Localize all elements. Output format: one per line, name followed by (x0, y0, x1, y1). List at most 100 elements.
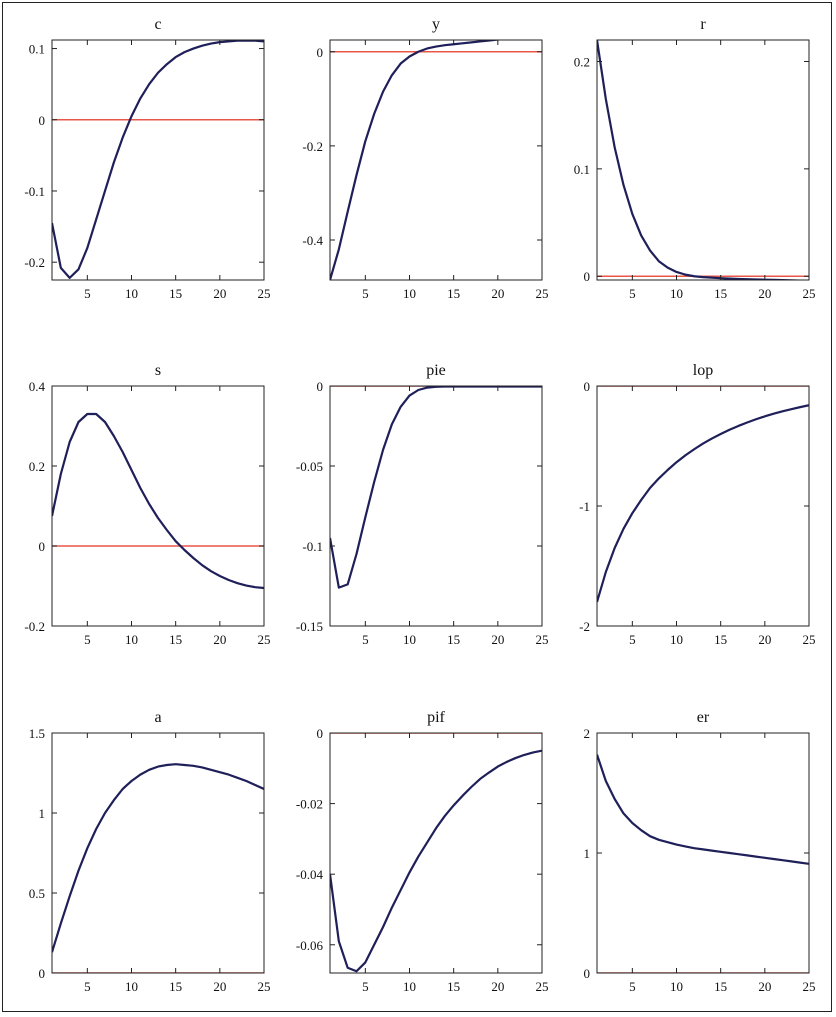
axes-box (51, 39, 265, 281)
y-tick-label: 1 (39, 806, 46, 821)
y-tick-label: 0 (584, 966, 591, 981)
x-tick-label: 15 (714, 632, 727, 647)
x-tick-label: 10 (125, 632, 138, 647)
panel-title: r (700, 16, 706, 33)
x-tick-label: 20 (491, 632, 504, 647)
x-tick-label: 25 (258, 632, 271, 647)
x-tick-label: 10 (403, 632, 416, 647)
x-tick-label: 5 (362, 286, 369, 301)
response-line (330, 386, 542, 589)
x-tick-label: 5 (362, 632, 369, 647)
x-tick-label: 25 (536, 979, 549, 994)
response-line (597, 404, 809, 603)
y-tick-label: 0.5 (29, 886, 45, 901)
x-tick-label: 5 (84, 979, 91, 994)
response-line (330, 40, 504, 280)
axes-box (329, 385, 543, 627)
response-line (52, 40, 264, 279)
response-line (330, 749, 542, 973)
y-tick-label: 0 (39, 966, 46, 981)
panel-title: c (154, 16, 161, 33)
panel-s: s 5 10 15 20 25 -0.2 0 0.2 0.4 (24, 362, 270, 647)
axes-box (51, 732, 265, 974)
x-tick-label: 5 (362, 979, 369, 994)
x-tick-label: 15 (169, 632, 182, 647)
y-tick-label: 0 (39, 113, 46, 128)
panel-title: y (432, 16, 440, 33)
axes-box (596, 732, 810, 974)
y-tick-label: 2 (584, 726, 591, 741)
x-tick-label: 25 (803, 286, 816, 301)
y-tick-label: -1 (579, 499, 590, 514)
y-tick-label: -0.04 (296, 867, 324, 882)
x-tick-label: 10 (125, 286, 138, 301)
x-tick-label: 25 (536, 632, 549, 647)
x-tick-label: 5 (629, 632, 636, 647)
panel-pie: pie 5 10 15 20 25 -0.15 -0.1 -0.05 0 (296, 362, 549, 647)
x-tick-label: 15 (447, 632, 460, 647)
x-tick-label: 10 (670, 632, 683, 647)
panel-title: pie (426, 362, 446, 379)
panel-title: pif (427, 709, 445, 726)
x-tick-label: 10 (403, 979, 416, 994)
y-tick-label: 0 (39, 539, 46, 554)
x-tick-label: 10 (670, 979, 683, 994)
y-tick-label: -0.4 (302, 233, 323, 248)
x-tick-label: 15 (714, 979, 727, 994)
x-tick-label: 25 (803, 979, 816, 994)
y-tick-label: 0.2 (29, 459, 45, 474)
y-tick-label: 0 (317, 726, 324, 741)
panel-title: er (697, 709, 710, 726)
x-tick-label: 5 (629, 286, 636, 301)
y-tick-label: -0.06 (296, 938, 324, 953)
x-tick-label: 25 (258, 979, 271, 994)
x-tick-label: 20 (491, 979, 504, 994)
panel-title: lop (693, 362, 713, 379)
y-tick-label: -0.02 (296, 797, 323, 812)
y-tick-label: 0 (584, 269, 591, 284)
panel-lop: lop 5 10 15 20 25 -2 -1 0 (579, 362, 815, 647)
x-tick-label: 5 (84, 632, 91, 647)
response-line (597, 754, 809, 865)
x-tick-label: 25 (803, 632, 816, 647)
y-tick-label: -0.05 (296, 459, 323, 474)
response-line (52, 763, 264, 953)
y-tick-label: 1 (584, 846, 591, 861)
x-tick-label: 20 (758, 979, 771, 994)
panel-title: a (154, 709, 161, 726)
response-line (52, 412, 264, 590)
x-tick-label: 10 (125, 979, 138, 994)
y-tick-label: 0 (317, 379, 324, 394)
x-tick-label: 15 (714, 286, 727, 301)
x-tick-label: 20 (213, 979, 226, 994)
x-tick-label: 20 (213, 632, 226, 647)
x-tick-label: 15 (169, 979, 182, 994)
y-tick-label: -0.1 (302, 539, 323, 554)
axes-box (596, 39, 810, 281)
panel-c: c 5 10 15 20 25 -0.2 -0.1 0 0.1 (24, 16, 270, 301)
y-tick-label: -0.2 (24, 619, 45, 634)
y-tick-label: 0.1 (574, 162, 590, 177)
axes-box (329, 39, 543, 281)
y-tick-label: 0 (584, 379, 591, 394)
response-line (597, 40, 809, 280)
y-tick-label: 0.4 (29, 379, 46, 394)
panel-r: r 5 10 15 20 25 0 0.1 0.2 (574, 16, 816, 301)
x-tick-label: 15 (169, 286, 182, 301)
x-tick-label: 5 (629, 979, 636, 994)
panel-pif: pif 5 10 15 20 25 -0.06 -0.04 -0.02 0 (296, 709, 549, 994)
axes-box (596, 385, 810, 627)
axes-box (51, 385, 265, 627)
x-tick-label: 20 (213, 286, 226, 301)
panel-title: s (155, 362, 161, 379)
y-tick-label: -0.2 (302, 139, 323, 154)
x-tick-label: 15 (447, 979, 460, 994)
x-tick-label: 25 (536, 286, 549, 301)
panel-a: a 5 10 15 20 25 0 0.5 1 1.5 (29, 709, 271, 994)
panel-y: y 5 10 15 20 25 -0.4 -0.2 0 (302, 16, 548, 301)
x-tick-label: 5 (84, 286, 91, 301)
x-tick-label: 10 (670, 286, 683, 301)
y-tick-label: 0 (317, 45, 324, 60)
y-tick-label: 0.1 (29, 42, 45, 57)
